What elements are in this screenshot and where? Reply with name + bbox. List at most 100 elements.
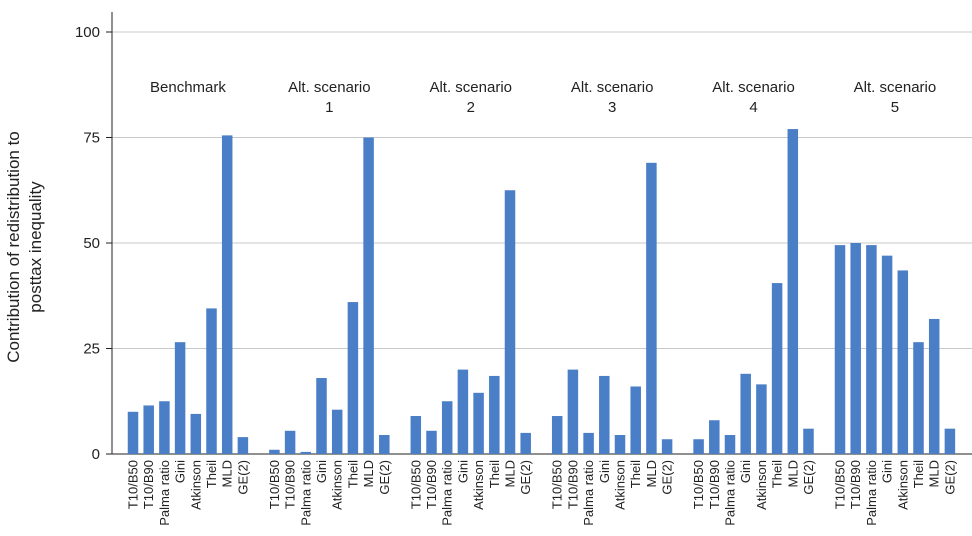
category-label-alt-scenario-1-palma-ratio: Palma ratio (298, 460, 313, 526)
category-label-alt-scenario-3-t10-b90: T10/B90 (565, 460, 580, 509)
bar-benchmark-theil (206, 308, 217, 454)
bar-alt-scenario-3-ge-2 (661, 439, 673, 454)
gridlines (112, 31, 972, 455)
category-label-alt-scenario-2-t10-b50: T10/B50 (408, 460, 423, 509)
bar-alt-scenario-3-atkinson (614, 435, 626, 454)
bar-alt-scenario-2-gini (457, 369, 469, 454)
category-label-alt-scenario-1-atkinson: Atkinson (330, 460, 345, 510)
bar-benchmark-atkinson (190, 413, 202, 454)
category-label-alt-scenario-4-t10-b90: T10/B90 (707, 460, 722, 509)
category-label-alt-scenario-4-theil: Theil (770, 460, 785, 488)
bar-alt-scenario-4-t10-b90 (709, 420, 720, 454)
bar-alt-scenario-1-palma-ratio (300, 451, 312, 454)
bar-alt-scenario-4-gini (740, 373, 751, 454)
category-label-alt-scenario-3-mld: MLD (644, 460, 659, 487)
category-label-benchmark-palma-ratio: Palma ratio (157, 460, 172, 526)
bar-benchmark-mld (221, 135, 233, 454)
category-label-alt-scenario-1-ge-2: GE(2) (377, 460, 392, 495)
group-label-alt-scenario-4-line-1: Alt. scenario (712, 79, 795, 96)
group-labels: Benchmark Alt. scenario 1 Alt. scenario 2 Alt… (150, 79, 936, 116)
category-label-alt-scenario-1-t10-b90: T10/B90 (283, 460, 298, 509)
category-label-alt-scenario-4-palma-ratio: Palma ratio (723, 460, 738, 526)
category-label-alt-scenario-1-gini: Gini (314, 460, 329, 483)
bar-alt-scenario-5-palma-ratio (866, 245, 877, 454)
bar-alt-scenario-5-ge-2 (944, 428, 956, 454)
category-label-alt-scenario-5-ge-2: GE(2) (942, 460, 957, 495)
category-label-benchmark-mld: MLD (220, 460, 235, 487)
category-label-alt-scenario-5-palma-ratio: Palma ratio (864, 460, 879, 526)
category-labels: T10/B50 T10/B90 Palma ratio Gini Atkinson The… (126, 460, 958, 526)
y-tick-labels: 0 25 50 75 100 (75, 24, 112, 463)
bar-alt-scenario-2-atkinson (473, 392, 484, 454)
category-label-benchmark-ge-2: GE(2) (235, 460, 250, 495)
category-label-alt-scenario-2-ge-2: GE(2) (518, 460, 533, 495)
bar-benchmark-t10-b90 (143, 405, 154, 454)
bar-alt-scenario-3-mld (646, 162, 657, 454)
group-label-alt-scenario-2-line-1: Alt. scenario (429, 79, 512, 96)
category-label-alt-scenario-1-mld: MLD (361, 460, 376, 487)
category-label-alt-scenario-2-gini: Gini (455, 460, 470, 483)
category-label-alt-scenario-5-gini: Gini (880, 460, 895, 483)
category-label-alt-scenario-2-mld: MLD (503, 460, 518, 487)
bar-alt-scenario-2-mld (504, 190, 516, 454)
bar-alt-scenario-3-theil (630, 386, 641, 454)
category-label-alt-scenario-1-t10-b50: T10/B50 (267, 460, 282, 509)
bar-alt-scenario-4-ge-2 (803, 428, 814, 454)
group-label-alt-scenario-3-line-2: 3 (608, 99, 616, 116)
category-label-alt-scenario-5-t10-b90: T10/B90 (848, 460, 863, 509)
group-label-alt-scenario-4-line-2: 4 (749, 99, 757, 116)
category-label-alt-scenario-5-t10-b50: T10/B50 (833, 460, 848, 509)
bar-alt-scenario-3-gini (599, 375, 610, 454)
category-label-alt-scenario-4-ge-2: GE(2) (801, 460, 816, 495)
bar-alt-scenario-1-t10-b50 (269, 449, 280, 454)
y-axis-label-line-2: posttax inequality (26, 181, 45, 313)
bar-alt-scenario-5-theil (913, 342, 924, 454)
bar-benchmark-t10-b50 (127, 411, 139, 454)
group-label-alt-scenario-1-line-2: 1 (325, 99, 333, 116)
category-label-alt-scenario-3-atkinson: Atkinson (613, 460, 628, 510)
category-label-alt-scenario-3-ge-2: GE(2) (660, 460, 675, 495)
bar-alt-scenario-1-atkinson (331, 409, 343, 454)
bar-alt-scenario-2-t10-b50 (410, 416, 422, 454)
category-label-alt-scenario-4-mld: MLD (785, 460, 800, 487)
category-label-alt-scenario-1-theil: Theil (345, 460, 360, 488)
bar-alt-scenario-1-ge-2 (379, 435, 390, 454)
category-label-alt-scenario-5-theil: Theil (911, 460, 926, 488)
bar-benchmark-palma-ratio (159, 401, 170, 454)
category-label-alt-scenario-5-mld: MLD (927, 460, 942, 487)
category-label-alt-scenario-2-atkinson: Atkinson (471, 460, 486, 510)
bar-alt-scenario-3-palma-ratio (583, 432, 594, 454)
y-tick-label-75: 75 (83, 130, 100, 147)
bar-alt-scenario-4-mld (787, 129, 799, 454)
y-tick-label-50: 50 (83, 235, 100, 252)
category-label-alt-scenario-3-palma-ratio: Palma ratio (581, 460, 596, 526)
bar-alt-scenario-4-t10-b50 (693, 439, 704, 454)
bars (127, 129, 956, 454)
category-label-benchmark-atkinson: Atkinson (188, 460, 203, 510)
bar-benchmark-ge-2 (237, 437, 249, 454)
category-label-alt-scenario-2-theil: Theil (487, 460, 502, 488)
y-tick-label-25: 25 (83, 341, 100, 358)
bar-alt-scenario-1-theil (347, 302, 359, 454)
bar-alt-scenario-2-theil (489, 375, 500, 454)
y-tick-label-100: 100 (75, 24, 100, 41)
category-label-benchmark-gini: Gini (173, 460, 188, 483)
bar-alt-scenario-5-mld (928, 318, 940, 454)
category-label-alt-scenario-3-theil: Theil (628, 460, 643, 488)
bar-alt-scenario-4-atkinson (756, 384, 767, 454)
bar-alt-scenario-2-palma-ratio (441, 401, 453, 454)
category-label-alt-scenario-4-t10-b50: T10/B50 (691, 460, 706, 509)
bar-alt-scenario-5-atkinson (897, 270, 909, 454)
group-label-alt-scenario-5-line-2: 5 (891, 99, 899, 116)
bar-alt-scenario-5-gini (881, 255, 893, 454)
category-label-alt-scenario-3-gini: Gini (597, 460, 612, 483)
bar-benchmark-gini (174, 342, 186, 454)
bar-alt-scenario-3-t10-b90 (567, 369, 579, 454)
y-axis-label-line-1: Contribution of redistribution to (4, 131, 23, 363)
bar-alt-scenario-1-mld (363, 137, 374, 454)
group-label-benchmark-line-1: Benchmark (150, 79, 226, 96)
category-label-benchmark-t10-b50: T10/B50 (126, 460, 141, 509)
bar-alt-scenario-1-t10-b90 (284, 430, 296, 454)
bar-alt-scenario-1-gini (316, 378, 327, 454)
